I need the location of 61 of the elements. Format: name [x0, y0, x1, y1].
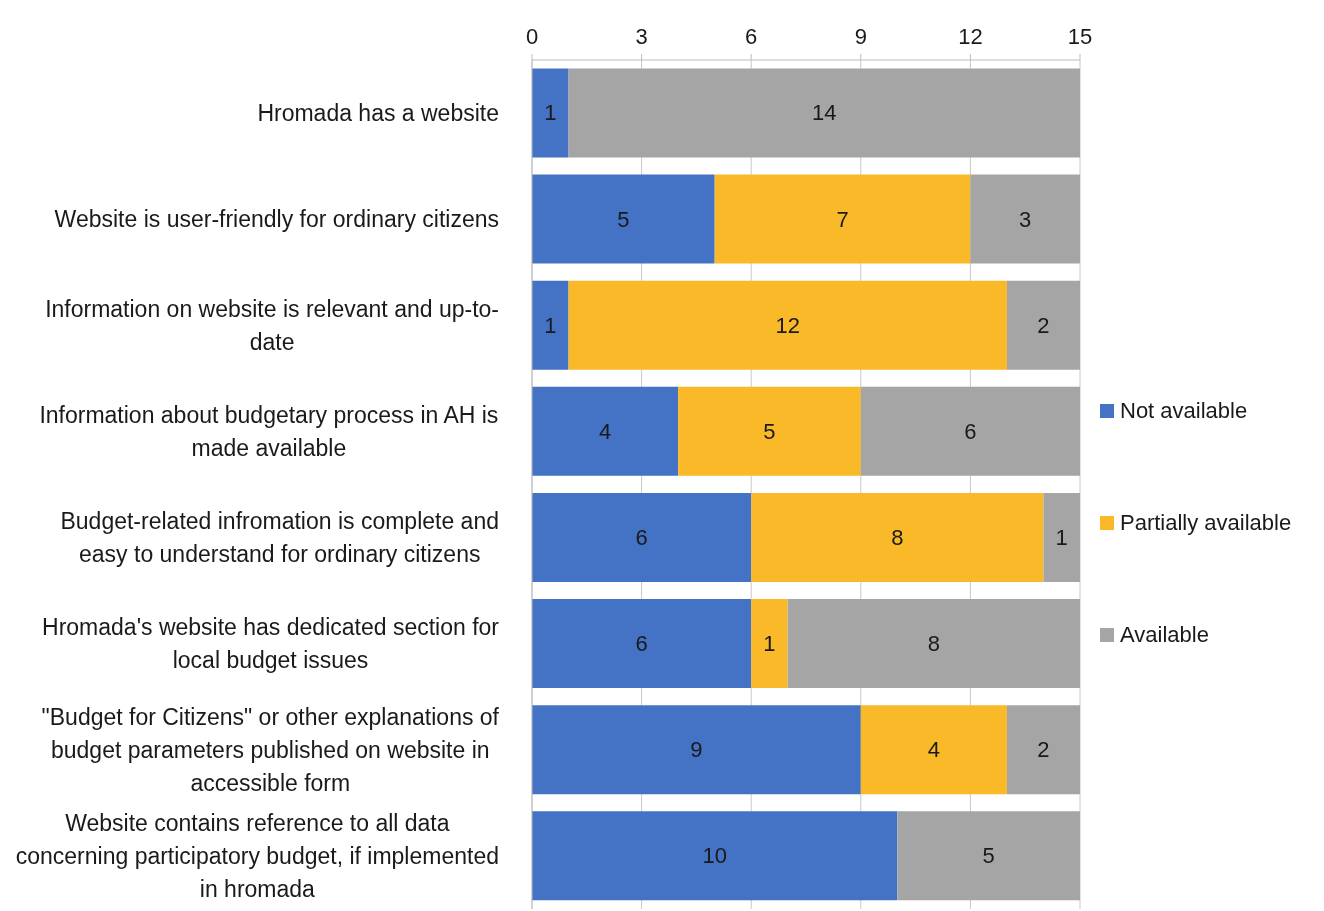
- y-tick-label: Budget-related infromation is complete and easy to understand for ordinary citizens: [60, 508, 499, 568]
- y-tick-label: Information on website is relevant and up-to-date: [45, 295, 499, 355]
- data-label: 12: [775, 312, 800, 338]
- data-label: 6: [635, 524, 648, 550]
- data-label: 9: [690, 737, 703, 763]
- y-tick-label: Hromada's website has dedicated section for local budget issues: [42, 614, 500, 674]
- y-tick-label: Hromada has a website: [257, 100, 499, 127]
- bar: [532, 280, 569, 370]
- x-tick-label: 0: [525, 24, 539, 49]
- bar: [678, 386, 861, 476]
- bar: [897, 811, 1080, 901]
- bar: [970, 174, 1080, 264]
- data-label: 10: [702, 843, 727, 869]
- data-label: 5: [763, 418, 776, 444]
- data-label: 8: [891, 524, 904, 550]
- bar: [1043, 492, 1080, 582]
- data-label: 1: [1055, 524, 1068, 550]
- bar: [787, 599, 1080, 689]
- bar: [532, 492, 752, 582]
- bar: [532, 599, 752, 689]
- bar: [860, 705, 1007, 795]
- data-label: 6: [964, 418, 977, 444]
- data-label: 1: [544, 100, 557, 126]
- bar: [568, 280, 1007, 370]
- x-tick-label: 12: [958, 24, 983, 49]
- data-label: 5: [617, 206, 630, 232]
- data-label: 8: [927, 631, 940, 657]
- data-label: 1: [763, 631, 776, 657]
- data-label: 4: [927, 737, 940, 763]
- bar: [532, 68, 569, 158]
- bar: [751, 492, 1044, 582]
- x-tick-label: 15: [1067, 24, 1093, 49]
- legend-label: Partially available: [1120, 510, 1292, 536]
- y-tick-label: Information about budgetary process in AH is made available: [39, 401, 499, 461]
- bar: [568, 68, 1080, 158]
- data-label: 2: [1037, 737, 1050, 763]
- bar: [532, 811, 898, 901]
- bar: [860, 386, 1080, 476]
- data-label: 6: [635, 631, 648, 657]
- y-tick-label: Website contains reference to all data concerning participatory budget, if implemented in hromada: [15, 809, 500, 902]
- data-label: 5: [982, 843, 995, 869]
- x-tick-label: 9: [854, 24, 867, 49]
- y-tick-label: "Budget for Citizens" or other explanations of budget parameters published on website in accessible form: [41, 703, 500, 796]
- bar: [751, 599, 788, 689]
- bar: [532, 174, 715, 264]
- data-label: 3: [1019, 206, 1032, 232]
- data-label: 2: [1037, 312, 1050, 338]
- bar: [532, 705, 861, 795]
- data-label: 14: [812, 100, 837, 126]
- x-tick-label: 3: [635, 24, 648, 49]
- data-label: 4: [598, 418, 612, 444]
- bar: [532, 386, 679, 476]
- legend-label: Available: [1120, 622, 1209, 648]
- bar: [1006, 280, 1080, 370]
- data-label: 1: [544, 312, 557, 338]
- x-tick-label: 6: [745, 24, 758, 49]
- legend-label: Not available: [1120, 398, 1248, 424]
- bar: [714, 174, 971, 264]
- bar: [1006, 705, 1080, 795]
- data-label: 7: [836, 206, 849, 232]
- y-tick-label: Website is user-friendly for ordinary citizens: [54, 206, 499, 233]
